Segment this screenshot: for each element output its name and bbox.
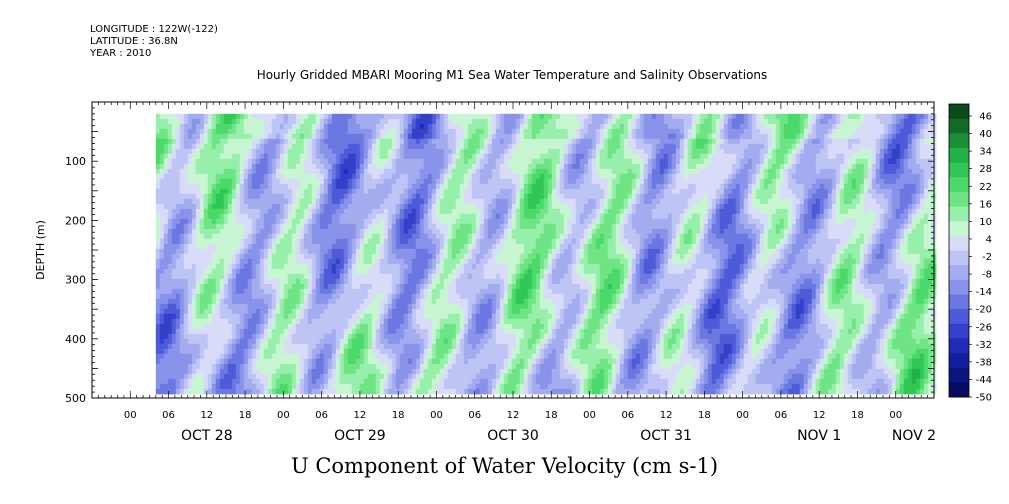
colorbar-swatch [949,353,969,369]
x-tick-label: 00 [736,410,749,421]
colorbar-swatch [949,250,969,266]
y-tick-label: 400 [65,333,86,346]
colorbar-swatch [949,323,969,339]
x-tick-label: 12 [354,410,367,421]
colorbar-label: 40 [979,129,992,140]
x-day-label: OCT 29 [334,428,386,444]
colorbar-swatch [949,104,969,120]
x-tick-label: 06 [162,410,175,421]
colorbar-swatch [949,265,969,281]
colorbar-swatch [949,309,969,325]
colorbar-label: 10 [979,217,992,228]
colorbar-swatch [949,279,969,295]
location-info: LONGITUDE : 122W(-122) LATITUDE : 36.8N … [90,24,218,60]
colorbar-swatch [949,338,969,354]
variable-label: U Component of Water Velocity (cm s-1) [290,454,719,478]
colorbar-label: -8 [982,270,992,281]
x-day-label: OCT 28 [181,428,233,444]
colorbar-swatch [949,133,969,149]
x-tick-label: 06 [775,410,788,421]
x-tick-label: 18 [392,410,405,421]
x-day-label: NOV 2 [892,428,936,444]
chart-title: Hourly Gridded MBARI Mooring M1 Sea Wate… [256,68,768,82]
x-tick-label: 18 [545,410,558,421]
colorbar-label: 28 [979,164,992,175]
x-day-label: NOV 1 [797,428,841,444]
colorbar-swatch [949,235,969,251]
longitude-label: LONGITUDE : 122W(-122) [90,24,218,35]
colorbar-label: -32 [976,340,992,351]
colorbar-label: -2 [982,252,992,263]
y-tick-label: 200 [65,214,86,227]
x-tick-label: 18 [239,410,252,421]
colorbar-label: -38 [976,357,992,368]
colorbar-swatch [949,177,969,193]
x-tick-label: 00 [430,410,443,421]
x-tick-label: 12 [507,410,520,421]
colorbar-label: 16 [979,199,992,210]
x-tick-label: 00 [277,410,290,421]
colorbar-swatch [949,382,969,398]
x-tick-label: 00 [889,410,902,421]
colorbar-label: -50 [976,393,992,404]
colorbar-label: 4 [986,234,992,245]
colorbar-label: -26 [976,322,992,333]
colorbar-label: 22 [979,182,992,193]
x-tick-label: 00 [124,410,137,421]
latitude-label: LATITUDE : 36.8N [90,36,178,47]
x-tick-label: 18 [698,410,711,421]
y-axis-label: DEPTH (m) [34,220,47,280]
x-tick-label: 06 [468,410,481,421]
x-tick-label: 12 [813,410,826,421]
y-tick-label: 100 [65,155,86,168]
colorbar-label: 46 [979,112,992,123]
x-tick-label: 06 [621,410,634,421]
colorbar-swatch [949,294,969,310]
colorbar-swatch [949,191,969,207]
y-tick-label: 500 [65,392,86,405]
x-tick-label: 12 [660,410,673,421]
colorbar-swatch [949,367,969,383]
x-tick-label: 18 [851,410,864,421]
colorbar-label: -44 [976,375,992,386]
colorbar-label: -14 [976,287,992,298]
x-day-label: OCT 30 [487,428,539,444]
colorbar-swatch [949,118,969,134]
x-tick-label: 12 [200,410,213,421]
heatmap-cells [155,113,937,395]
colorbar-swatch [949,147,969,163]
x-tick-label: 06 [315,410,328,421]
x-tick-label: 00 [583,410,596,421]
colorbar-swatch [949,162,969,178]
year-label: YEAR : 2010 [90,48,152,59]
colorbar-label: -20 [976,305,992,316]
y-tick-label: 300 [65,274,86,287]
colorbar-swatch [949,221,969,237]
colorbar: 46 40 34 28 22 16 10 4 -2 -8 -14 -20 -26 -32 -38 -44 -50 [948,103,992,404]
x-day-label: OCT 31 [640,428,692,444]
colorbar-swatch [949,206,969,222]
colorbar-label: 34 [979,147,992,158]
